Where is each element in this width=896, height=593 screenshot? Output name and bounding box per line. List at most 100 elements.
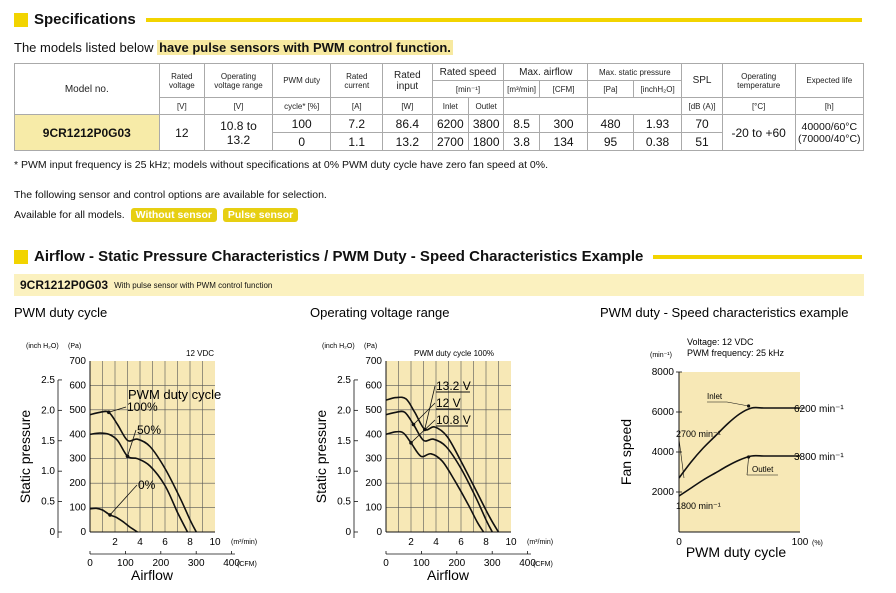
chart-annotation: 12 VDC [186,349,214,358]
series-leader-line [109,484,138,516]
x-unit-cfm: (CFM) [237,561,257,568]
y-tick-label-pa: 300 [365,454,382,465]
x-tick-label-cfm: 400 [223,558,240,569]
y-tick-label-pa: 600 [365,380,382,391]
y-axis-title: Fan speed [618,419,634,485]
y-tick-label-inch: 1.5 [337,436,351,447]
inlet-cell: 6200 [431,114,469,133]
header-input: Rated input [382,63,433,98]
airflow-m3-cell: 3.8 [503,132,540,151]
x-tick-label-m3: 10 [505,537,517,548]
y-tick-label-inch: 0 [49,527,55,538]
header-static-unit1: [Pa] [587,80,634,98]
y-axis-title: Static pressure [313,410,329,504]
chart-op-voltage: Operating voltage range (inch H₂O) (Pa) PWM… [310,305,553,583]
series-leader-line [108,406,127,413]
y-tick-label-pa: 500 [69,405,86,416]
spec-section-title: Specifications [34,11,136,28]
inlet-end-label: 6200 min⁻¹ [794,404,844,415]
x-tick-label-cfm: 400 [519,558,536,569]
op-voltage-cell: 10.8 to 13.2 [204,114,273,151]
y-tick-label-pa: 0 [80,527,86,538]
start-leader-line [678,438,685,479]
static-inch-cell: 1.93 [632,114,683,133]
x-tick-label-cfm: 300 [188,558,205,569]
spec-intro: The models listed below have pulse senso… [14,40,453,55]
x-tick-label: 0 [676,537,682,548]
inlet-start-label: 2700 min⁻¹ [676,429,721,439]
y-tick-label: 6000 [652,407,675,418]
x-axis-title: Airflow [427,567,470,583]
x-unit-m3: (m³/min) [231,539,257,546]
inlet-cell: 2700 [431,132,469,151]
x-tick-label-m3: 10 [209,537,221,548]
chart-pwm-duty: PWM duty cycle(inch H₂O) (Pa)12 VDC010020… [14,305,257,583]
series-line [89,410,198,533]
available-text: Available for all models. [14,209,125,221]
series-line [89,432,189,533]
series-label-inlet: Inlet [707,392,723,401]
y-tick-label-pa: 600 [69,380,86,391]
y-tick-label-pa: 400 [365,429,382,440]
x-tick-label: 100 [792,537,809,548]
band-subtitle: With pulse sensor with PWM control funct… [114,280,273,290]
outlet-end-label: 3800 min⁻¹ [794,452,844,463]
x-tick-label-m3: 8 [187,537,193,548]
life-line-2: (70000/40°C) [797,132,861,145]
series-leader-line [726,401,749,407]
y-tick-label-pa: 400 [69,429,86,440]
char-section-header: Airflow - Static Pressure Characteristic… [14,248,862,265]
temp-cell: -20 to +60 [721,114,796,151]
series-label-outlet: Outlet [752,465,774,474]
model-band: 9CR1212P0G03 With pulse sensor with PWM … [14,274,864,296]
y-tick-label-pa: 700 [69,356,86,367]
rated-voltage-cell: 12 [158,114,206,151]
series-label: 50% [137,423,161,437]
x-tick-label-cfm: 0 [383,558,389,569]
section-marker-icon [14,249,28,264]
chart-title: Operating voltage range [310,305,449,320]
table-row: 9CR1212P0G03 12 10.8 to 13.2 100 7.2 86.… [14,114,865,151]
input-cell: 13.2 [382,132,433,151]
header-op-voltage: Operating voltage range [204,63,273,98]
header-spl-unit: [dB (A)] [681,97,723,115]
chart-annotation: PWM duty cycle 100% [414,349,494,358]
char-section-title: Airflow - Static Pressure Characteristic… [34,248,644,265]
x-tick-label-cfm: 200 [448,558,465,569]
y-tick-label-pa: 700 [365,356,382,367]
static-inch-cell: 0.38 [632,132,683,151]
series-label: 100% [127,400,158,414]
y-tick-label-inch: 2.0 [41,405,55,416]
y-tick-label: 4000 [652,447,675,458]
series-leader-dot [747,404,751,408]
x-tick-label-cfm: 100 [413,558,430,569]
y-axis-title: Static pressure [17,410,33,504]
x-axis-title: PWM duty cycle [686,544,787,560]
series-leader-dot [108,513,112,517]
y-tick-label: 2000 [652,487,675,498]
current-cell: 7.2 [330,114,384,133]
series-leader-line [127,429,137,457]
header-pwm-unit: cycle* [%] [271,97,332,115]
series-leader-line [746,456,749,476]
header-current-unit: [A] [330,97,384,115]
y-unit: (min⁻¹) [650,352,672,359]
options-text: The following sensor and control options… [14,189,327,201]
static-pa-cell: 480 [587,114,634,133]
annotation-line-2: PWM frequency: 25 kHz [687,348,785,358]
series-line [678,406,800,479]
header-inlet: Inlet [431,97,469,115]
airflow-cfm-cell: 300 [538,114,589,133]
series-line [385,410,494,533]
spl-cell: 51 [681,132,723,151]
header-airflow: Max. airflow [503,63,589,81]
available-row: Available for all models. Without sensor… [14,208,299,222]
section-marker-icon [14,12,28,27]
section-divider [653,254,862,259]
airflow-m3-cell: 8.5 [503,114,540,133]
series-label: 12 V [436,396,461,410]
header-current: Rated current [330,63,384,98]
header-life: Expected life [794,63,865,98]
y-tick-label-inch: 2.5 [41,375,55,386]
pwm-cell: 0 [271,132,332,151]
